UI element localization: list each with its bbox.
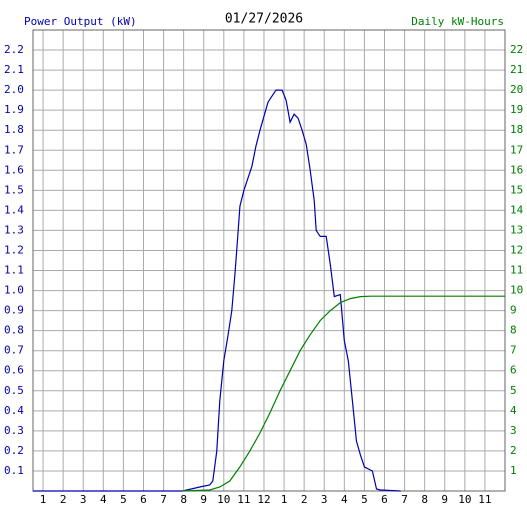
- y2-tick-label: 6: [510, 364, 517, 377]
- y-tick-label: 2.1: [4, 63, 24, 76]
- x-tick-label: 2: [301, 493, 308, 506]
- x-tick-label: 1: [281, 493, 288, 506]
- y2-tick-label: 3: [510, 424, 517, 437]
- x-tick-label: 10: [458, 493, 471, 506]
- y-tick-label: 0.4: [4, 404, 24, 417]
- y2-axis-label: Daily kW-Hours: [411, 15, 504, 28]
- y2-tick-label: 15: [510, 183, 523, 196]
- x-tick-label: 8: [180, 493, 187, 506]
- x-tick-label: 3: [321, 493, 328, 506]
- y2-tick-label: 19: [510, 103, 523, 116]
- y2-tick-label: 12: [510, 243, 523, 256]
- y-tick-label: 1.3: [4, 223, 24, 236]
- y-tick-label: 0.6: [4, 364, 24, 377]
- y2-tick-label: 5: [510, 384, 517, 397]
- y-axis-label: Power Output (kW): [24, 15, 137, 28]
- y-tick-label: 1.6: [4, 163, 24, 176]
- x-tick-label: 1: [40, 493, 47, 506]
- y-tick-label: 1.9: [4, 103, 24, 116]
- y-tick-label: 0.5: [4, 384, 24, 397]
- y2-tick-label: 8: [510, 324, 517, 337]
- y-tick-label: 1.1: [4, 264, 24, 277]
- x-tick-label: 9: [441, 493, 448, 506]
- x-tick-label: 9: [200, 493, 207, 506]
- y-tick-label: 0.1: [4, 464, 24, 477]
- y2-tick-label: 16: [510, 163, 523, 176]
- y-tick-label: 1.5: [4, 183, 24, 196]
- x-tick-label: 11: [478, 493, 491, 506]
- plot-frame: [32, 29, 506, 492]
- y-tick-label: 0.9: [4, 304, 24, 317]
- y2-tick-label: 7: [510, 344, 517, 357]
- x-tick-label: 3: [80, 493, 87, 506]
- y2-tick-label: 4: [510, 404, 517, 417]
- y-tick-label: 1.7: [4, 143, 24, 156]
- x-tick-label: 6: [140, 493, 147, 506]
- x-tick-label: 12: [257, 493, 270, 506]
- x-tick-label: 6: [381, 493, 388, 506]
- y2-tick-label: 1: [510, 464, 517, 477]
- y2-tick-label: 10: [510, 284, 523, 297]
- y-tick-label: 0.3: [4, 424, 24, 437]
- chart-title: 01/27/2026: [225, 12, 303, 27]
- x-tick-label: 10: [217, 493, 230, 506]
- data-line: [182, 295, 505, 492]
- x-tick-label: 5: [361, 493, 368, 506]
- x-tick-label: 11: [237, 493, 250, 506]
- y2-tick-label: 18: [510, 123, 523, 136]
- y2-tick-label: 9: [510, 304, 517, 317]
- y-tick-label: 2.0: [4, 83, 24, 96]
- y-tick-label: 0.8: [4, 324, 24, 337]
- y-tick-label: 1.0: [4, 284, 24, 297]
- x-tick-label: 7: [160, 493, 167, 506]
- y2-tick-label: 20: [510, 83, 523, 96]
- y-tick-label: 1.2: [4, 243, 24, 256]
- y-tick-label: 1.4: [4, 203, 24, 216]
- x-tick-label: 8: [421, 493, 428, 506]
- x-tick-label: 4: [100, 493, 107, 506]
- y2-tick-label: 13: [510, 223, 523, 236]
- y-tick-label: 2.2: [4, 43, 24, 56]
- y-tick-label: 1.8: [4, 123, 24, 136]
- y-tick-label: 0.2: [4, 444, 24, 457]
- y2-tick-label: 21: [510, 63, 523, 76]
- y2-tick-label: 11: [510, 264, 523, 277]
- x-tick-label: 4: [341, 493, 348, 506]
- x-tick-label: 5: [120, 493, 127, 506]
- data-line: [33, 89, 401, 492]
- y2-tick-label: 17: [510, 143, 523, 156]
- x-tick-label: 7: [401, 493, 408, 506]
- y2-tick-label: 22: [510, 43, 523, 56]
- x-tick-label: 2: [60, 493, 67, 506]
- y2-tick-label: 14: [510, 203, 524, 216]
- y-tick-label: 0.7: [4, 344, 24, 357]
- y2-tick-label: 2: [510, 444, 517, 457]
